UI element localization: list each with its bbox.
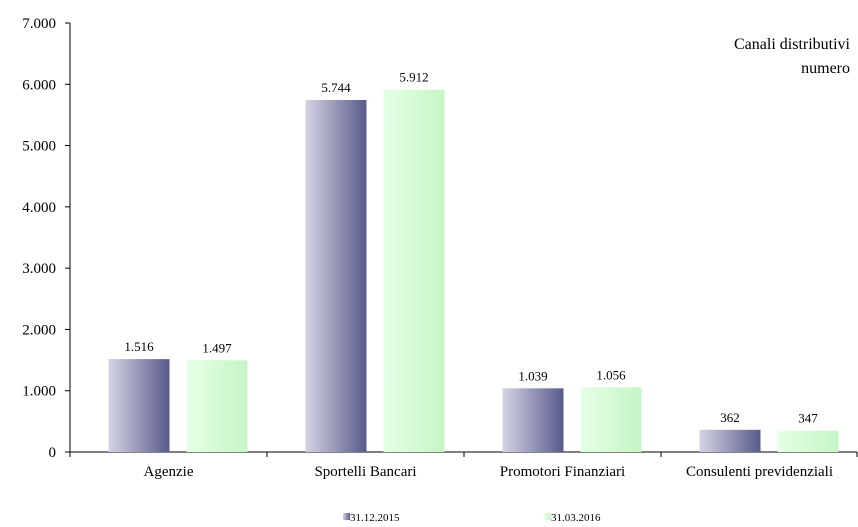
bar-series1 — [502, 388, 564, 452]
legend-swatch — [343, 513, 350, 520]
legend-label: 31.12.2015 — [350, 512, 400, 524]
y-tick-label: 7.000 — [22, 16, 56, 32]
bar-series2 — [186, 360, 248, 452]
bar-value-label: 347 — [798, 411, 818, 426]
legend: 31.12.2015 31.03.2016 — [343, 512, 601, 524]
y-tick-label: 1.000 — [22, 384, 56, 400]
bar-value-label: 1.039 — [518, 368, 547, 383]
x-category-label: Consulenti previdenziali — [686, 464, 833, 480]
bar-series2 — [580, 387, 642, 452]
bar-value-label: 5.744 — [321, 80, 351, 95]
bar-value-label: 362 — [720, 410, 740, 425]
legend-label: 31.03.2016 — [551, 512, 601, 524]
bar-series1 — [305, 99, 367, 452]
bar-value-label: 5.912 — [399, 70, 428, 85]
bar-value-label: 1.516 — [124, 339, 154, 354]
bar-series1 — [108, 359, 170, 452]
bar-value-label: 1.497 — [202, 340, 232, 355]
chart-subtitle: numero — [801, 60, 850, 77]
bar-value-label: 1.056 — [596, 367, 626, 382]
x-category-label: Sportelli Bancari — [314, 464, 416, 480]
legend-swatch — [544, 513, 551, 520]
y-tick-label: 0 — [49, 445, 57, 461]
data-labels: 1.516 5.744 1.039 362 1.497 5.912 1.056 347 — [124, 70, 818, 426]
y-tick-label: 4.000 — [22, 200, 56, 216]
x-category-label: Promotori Finanziari — [500, 464, 625, 480]
y-axis: 0 1.000 2.000 3.000 4.000 5.000 6.000 7.000 — [22, 16, 71, 461]
y-tick-label: 2.000 — [22, 322, 56, 338]
bar-series2 — [383, 89, 445, 452]
chart-title: Canali distributivi — [734, 36, 851, 53]
y-tick-label: 3.000 — [22, 261, 56, 277]
bar-series1 — [699, 429, 761, 452]
y-tick-label: 6.000 — [22, 77, 56, 93]
y-tick-label: 5.000 — [22, 139, 56, 155]
bars — [108, 89, 839, 452]
bar-series2 — [777, 430, 839, 452]
x-axis: Agenzie Sportelli Bancari Promotori Finanz… — [69, 451, 858, 480]
chart-title-block: Canali distributivi numero — [734, 36, 851, 77]
x-category-label: Agenzie — [144, 464, 194, 480]
